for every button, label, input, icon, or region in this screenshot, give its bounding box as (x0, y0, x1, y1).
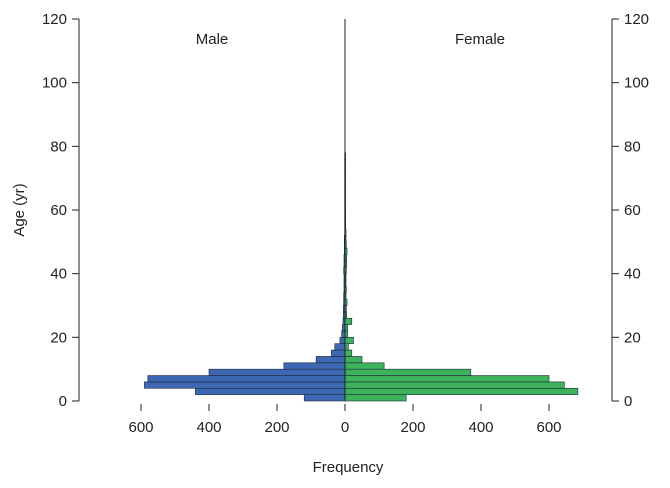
female-bar (344, 317, 353, 325)
female-bar (344, 368, 472, 376)
male-bar (315, 356, 346, 364)
y-tick-label-right: 80 (624, 138, 641, 155)
y-tick-label-left: 80 (50, 138, 67, 155)
y-tick-label-right: 60 (624, 202, 641, 219)
x-tick-label: 400 (196, 419, 221, 436)
male-bar (195, 387, 346, 395)
x-tick-label: 600 (128, 419, 153, 436)
female-bar (344, 375, 550, 383)
y-tick-label-left: 20 (50, 329, 67, 346)
female-bar (344, 349, 353, 357)
male-bar (208, 368, 346, 376)
y-tick-label-right: 120 (624, 11, 649, 28)
x-tick-label: 200 (400, 419, 425, 436)
male-bar (144, 381, 346, 389)
male-bar (334, 343, 346, 351)
male-bar (303, 394, 346, 402)
male-label: Male (196, 31, 229, 48)
female-bar (344, 381, 565, 389)
female-bar (344, 362, 385, 370)
y-tick-label-right: 20 (624, 329, 641, 346)
bars-group (144, 152, 579, 402)
x-tick-label: 600 (536, 419, 561, 436)
y-tick-label-right: 100 (624, 75, 649, 92)
y-tick-label-left: 60 (50, 202, 67, 219)
y-tick-label-left: 40 (50, 266, 67, 283)
y-tick-label-right: 0 (624, 393, 632, 410)
male-bar (331, 349, 346, 357)
male-bar (147, 375, 346, 383)
male-bar (341, 330, 346, 338)
y-tick-label-right: 40 (624, 266, 641, 283)
y-axis-title: Age (yr) (11, 183, 28, 236)
male-bar (339, 337, 346, 345)
female-bar (344, 387, 579, 395)
female-bar (344, 343, 349, 351)
x-tick-label: 200 (264, 419, 289, 436)
x-axis-title: Frequency (313, 459, 384, 476)
male-bar (283, 362, 346, 370)
y-tick-label-left: 0 (59, 393, 67, 410)
x-tick-label: 0 (341, 419, 349, 436)
y-tick-label-left: 120 (42, 11, 67, 28)
female-label: Female (455, 31, 505, 48)
female-bar (344, 356, 363, 364)
x-tick-label: 400 (468, 419, 493, 436)
female-bar (344, 337, 354, 345)
axes-group: 0 0 20 20 40 40 60 60 80 80 100 100 120 120 600 400 200 0… (42, 11, 649, 436)
female-bar (344, 394, 407, 402)
y-tick-label-left: 100 (42, 75, 67, 92)
